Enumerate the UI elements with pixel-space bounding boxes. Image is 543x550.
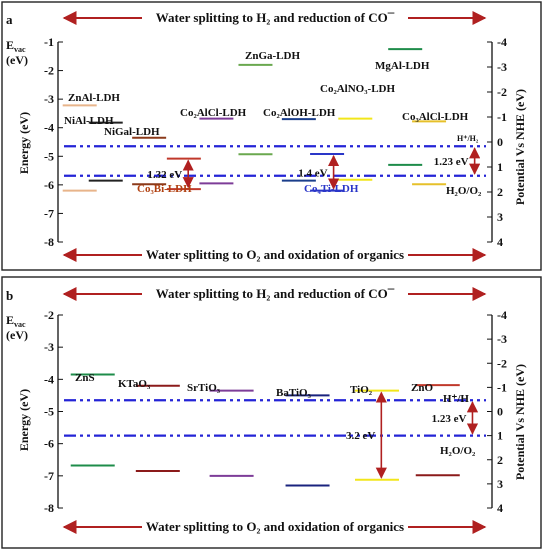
material-label: Co₂AlNO₃-LDH	[320, 83, 395, 95]
yaxis-right-tick-label-b: -1	[497, 380, 507, 394]
reference-line-label-a: H⁺/H₂	[457, 134, 479, 143]
material-label: Co₃Bi-LDH	[137, 183, 192, 195]
gap-label: 3.2 eV	[346, 430, 375, 442]
top-banner-a: Water splitting to H₂ and reduction of C…	[156, 10, 395, 25]
top-banner-bg-b	[142, 283, 408, 303]
panel-a-frame	[1, 1, 542, 271]
material-label: Co₃AlCl-LDH	[402, 111, 469, 123]
yaxis-left-tick-label-b: -6	[44, 437, 54, 451]
top-banner-bg-a	[142, 7, 408, 27]
material-label: SrTiO₃	[187, 382, 221, 394]
gap-label: 1.32 eV	[147, 169, 182, 181]
yaxis-right-tick-label-a: 1	[497, 160, 503, 174]
gap-label: 1.4 eV	[298, 167, 327, 179]
reference-line-label-b: H₂O/O₂	[440, 445, 476, 457]
yaxis-left-label-b: Energy (eV)	[17, 389, 31, 451]
material-label: Co₂AlOH-LDH	[263, 107, 336, 119]
yaxis-right-tick-label-b: -3	[497, 332, 507, 346]
panel-b-frame	[1, 276, 542, 549]
yaxis-left-tick-label-b: -2	[44, 308, 54, 322]
yaxis-left-top-label2-a: (eV)	[6, 53, 28, 67]
yaxis-right-tick-label-b: 1	[497, 429, 503, 443]
yaxis-left-top-label-a: Evac	[6, 38, 26, 54]
material-label: ZnAl-LDH	[68, 92, 120, 104]
material-label: ZnGa-LDH	[245, 50, 300, 62]
yaxis-right-tick-label-a: 2	[497, 185, 503, 199]
material-label: TiO₂	[350, 384, 373, 396]
yaxis-right-label-b: Potential Vs NHE (eV)	[513, 364, 527, 480]
yaxis-left-tick-label-a: -4	[44, 121, 54, 135]
yaxis-left-tick-label-a: -7	[44, 206, 54, 220]
yaxis-right-tick-label-a: 4	[497, 235, 503, 249]
yaxis-right-tick-label-a: -3	[497, 60, 507, 74]
yaxis-left-label-a: Energy (eV)	[17, 112, 31, 174]
reference-line-label-b: H⁺/H	[443, 393, 469, 405]
material-label: Co₄Ti-LDH	[304, 183, 359, 195]
yaxis-left-tick-label-b: -5	[44, 405, 54, 419]
bottom-banner-a: Water splitting to O₂ and oxidation of o…	[146, 247, 404, 262]
yaxis-left-top-label-b: Evac	[6, 313, 26, 329]
yaxis-right-tick-label-b: 3	[497, 477, 503, 491]
yaxis-right-tick-label-a: -2	[497, 85, 507, 99]
material-label: ZnS	[75, 372, 95, 384]
yaxis-left-top-label2-b: (eV)	[6, 328, 28, 342]
yaxis-left-tick-label-a: -2	[44, 64, 54, 78]
yaxis-right-tick-label-a: -4	[497, 35, 507, 49]
material-label: ZnO	[411, 382, 433, 394]
panel-b-label: b	[6, 288, 13, 303]
yaxis-left-tick-label-a: -8	[44, 235, 54, 249]
panel-b: b Water splitting to H₂ and reduction of…	[1, 276, 542, 549]
bottom-banner-bg-a	[142, 245, 408, 265]
reference-line-label-a: H₂O/O₂	[446, 185, 482, 197]
yaxis-right-tick-label-b: 2	[497, 453, 503, 467]
yaxis-right-tick-label-b: -2	[497, 356, 507, 370]
panel-a: a Water splitting to H₂ and reduction of…	[1, 1, 542, 271]
yaxis-left-tick-label-b: -4	[44, 372, 54, 386]
plot-area-a: -1 -2 -3 -4 -5 -6 -7 -8 -4 -3 -2 -1 0 1 2 3 4 H⁺/H₂ H₂O/O₂…	[44, 35, 507, 249]
top-banner-b: Water splitting to H₂ and reduction of C…	[156, 286, 395, 301]
material-label: MgAl-LDH	[375, 60, 430, 72]
yaxis-right-label-a: Potential Vs NHE (eV)	[513, 89, 527, 205]
yaxis-right-tick-label-a: -1	[497, 110, 507, 124]
yaxis-right-tick-label-b: -4	[497, 308, 507, 322]
yaxis-left-tick-label-b: -7	[44, 469, 54, 483]
gap-label: 1.23 eV	[432, 413, 467, 425]
plot-area-b: -2 -3 -4 -5 -6 -7 -8 -4 -3 -2 -1 0 1 2 3 4 H⁺/H H₂O/O₂ ZnS…	[44, 308, 507, 515]
yaxis-right-tick-label-a: 3	[497, 210, 503, 224]
material-label: KTaO₃	[118, 378, 151, 390]
yaxis-left-tick-label-a: -3	[44, 92, 54, 106]
yaxis-left-tick-label-a: -5	[44, 149, 54, 163]
material-label: BaTiO₃	[276, 387, 312, 399]
yaxis-right-tick-label-b: 0	[497, 405, 503, 419]
yaxis-left-tick-label-a: -6	[44, 178, 54, 192]
yaxis-right-tick-label-a: 0	[497, 135, 503, 149]
material-label: Co₂AlCl-LDH	[180, 107, 247, 119]
panel-a-label: a	[6, 12, 13, 27]
bottom-banner-b: Water splitting to O₂ and oxidation of o…	[146, 519, 404, 534]
yaxis-right-tick-label-b: 4	[497, 501, 503, 515]
yaxis-left-tick-label-b: -3	[44, 340, 54, 354]
gap-label: 1.23 eV	[434, 156, 469, 168]
yaxis-left-tick-label-a: -1	[44, 35, 54, 49]
material-label: NiAl-LDH	[64, 115, 114, 127]
material-label: NiGal-LDH	[104, 126, 160, 138]
bottom-banner-bg-b	[142, 517, 408, 537]
yaxis-left-tick-label-b: -8	[44, 501, 54, 515]
